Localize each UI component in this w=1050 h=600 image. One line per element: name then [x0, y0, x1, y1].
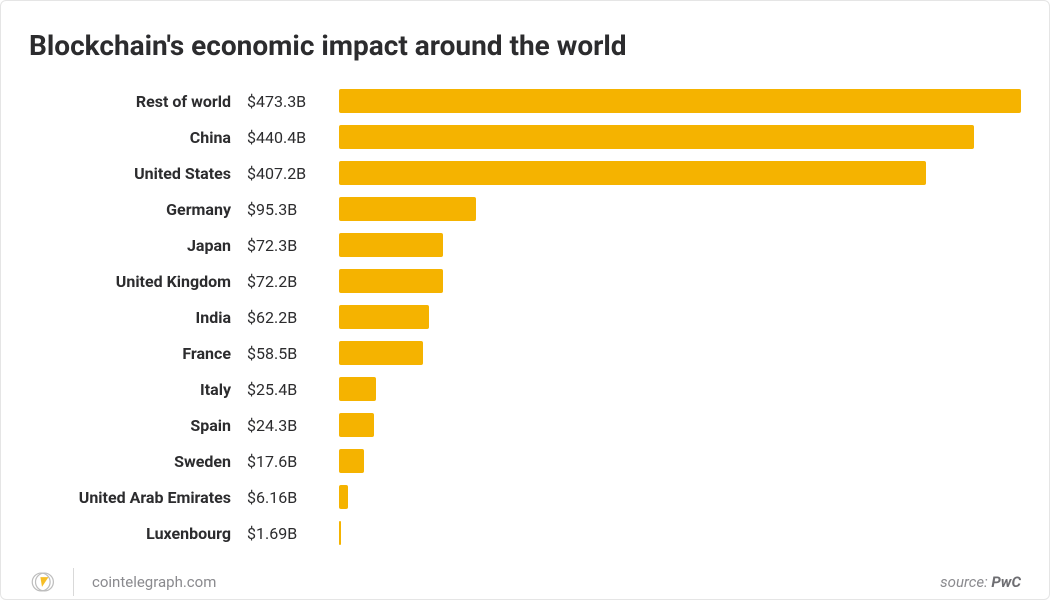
bar-label: Luxenbourg [33, 524, 243, 543]
bar-value: $62.2B [243, 308, 323, 327]
bar-fill [339, 449, 364, 473]
bar-label: United States [33, 164, 243, 183]
bar-fill [339, 269, 443, 293]
site-link[interactable]: cointelegraph.com [92, 573, 216, 591]
bar-fill [339, 197, 476, 221]
footer-divider [73, 568, 74, 596]
bar-value: $72.3B [243, 236, 323, 255]
bar-label: United Kingdom [33, 272, 243, 291]
bar-fill [339, 89, 1021, 113]
bar-row: Spain$24.3B [33, 410, 1021, 440]
bar-label: Rest of world [33, 92, 243, 111]
bar-label: Italy [33, 380, 243, 399]
source-prefix: source: [940, 573, 991, 591]
bar-row: Germany$95.3B [33, 194, 1021, 224]
bar-fill [339, 125, 974, 149]
bar-fill [339, 485, 348, 509]
bar-track [339, 485, 1021, 509]
bar-label: Germany [33, 200, 243, 219]
chart-card: Blockchain's economic impact around the … [0, 0, 1050, 600]
bar-label: China [33, 128, 243, 147]
bar-label: India [33, 308, 243, 327]
cointelegraph-logo-icon [29, 569, 55, 595]
bar-value: $72.2B [243, 272, 323, 291]
bar-track [339, 233, 1021, 257]
bar-row: United States$407.2B [33, 158, 1021, 188]
bar-chart: Rest of world$473.3BChina$440.4BUnited S… [29, 86, 1021, 548]
bar-label: Sweden [33, 452, 243, 471]
bar-fill [339, 413, 374, 437]
bar-label: United Arab Emirates [33, 488, 243, 507]
bar-value: $1.69B [243, 524, 323, 543]
bar-row: Sweden$17.6B [33, 446, 1021, 476]
bar-row: United Kingdom$72.2B [33, 266, 1021, 296]
source-attribution: source: PwC [940, 573, 1021, 591]
bar-value: $407.2B [243, 164, 323, 183]
bar-value: $473.3B [243, 92, 323, 111]
bar-value: $24.3B [243, 416, 323, 435]
source-name: PwC [991, 573, 1021, 591]
bar-track [339, 521, 1021, 545]
bar-track [339, 377, 1021, 401]
bar-row: Rest of world$473.3B [33, 86, 1021, 116]
bar-track [339, 161, 1021, 185]
bar-row: Italy$25.4B [33, 374, 1021, 404]
bar-track [339, 341, 1021, 365]
bar-value: $95.3B [243, 200, 323, 219]
bar-label: Spain [33, 416, 243, 435]
bar-fill [339, 341, 423, 365]
bar-value: $58.5B [243, 344, 323, 363]
bar-fill [339, 161, 926, 185]
bar-track [339, 449, 1021, 473]
bar-track [339, 125, 1021, 149]
bar-value: $17.6B [243, 452, 323, 471]
bar-value: $440.4B [243, 128, 323, 147]
bar-value: $25.4B [243, 380, 323, 399]
footer-left: cointelegraph.com [29, 568, 216, 596]
bar-track [339, 413, 1021, 437]
footer: cointelegraph.com source: PwC [29, 566, 1021, 596]
bar-row: Japan$72.3B [33, 230, 1021, 260]
bar-track [339, 89, 1021, 113]
bar-track [339, 197, 1021, 221]
bar-label: Japan [33, 236, 243, 255]
bar-row: United Arab Emirates$6.16B [33, 482, 1021, 512]
bar-fill [339, 233, 443, 257]
bar-row: Luxenbourg$1.69B [33, 518, 1021, 548]
bar-fill [339, 305, 429, 329]
bar-row: China$440.4B [33, 122, 1021, 152]
chart-title: Blockchain's economic impact around the … [29, 29, 1021, 62]
bar-label: France [33, 344, 243, 363]
bar-row: France$58.5B [33, 338, 1021, 368]
bar-fill [339, 521, 341, 545]
bar-value: $6.16B [243, 488, 323, 507]
bar-row: India$62.2B [33, 302, 1021, 332]
bar-track [339, 305, 1021, 329]
bar-fill [339, 377, 376, 401]
bar-track [339, 269, 1021, 293]
